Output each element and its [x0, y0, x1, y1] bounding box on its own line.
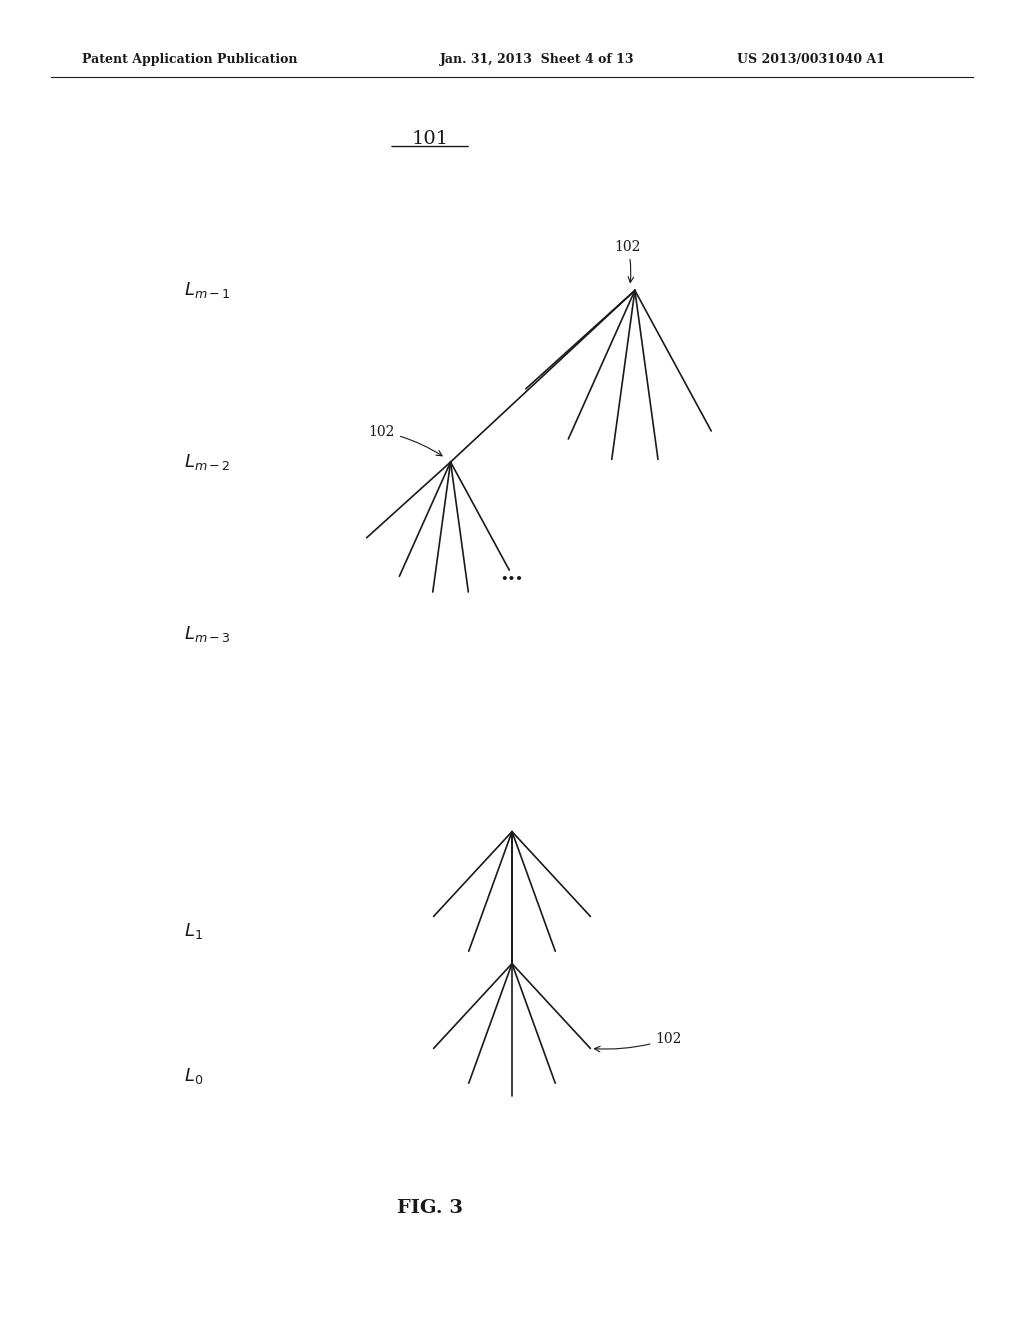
Text: Jan. 31, 2013  Sheet 4 of 13: Jan. 31, 2013 Sheet 4 of 13: [440, 53, 635, 66]
Text: 102: 102: [595, 1032, 682, 1052]
Text: Patent Application Publication: Patent Application Publication: [82, 53, 297, 66]
Text: ...: ...: [501, 564, 523, 585]
Text: $L_1$: $L_1$: [184, 920, 203, 941]
Text: $L_0$: $L_0$: [184, 1065, 204, 1086]
Text: 102: 102: [614, 240, 641, 282]
Text: $L_{m-2}$: $L_{m-2}$: [184, 451, 230, 473]
Text: 101: 101: [412, 129, 449, 148]
Text: $L_{m-3}$: $L_{m-3}$: [184, 623, 231, 644]
Text: FIG. 3: FIG. 3: [397, 1199, 463, 1217]
Text: 102: 102: [369, 425, 442, 455]
Text: $L_{m-1}$: $L_{m-1}$: [184, 280, 231, 301]
Text: US 2013/0031040 A1: US 2013/0031040 A1: [737, 53, 886, 66]
